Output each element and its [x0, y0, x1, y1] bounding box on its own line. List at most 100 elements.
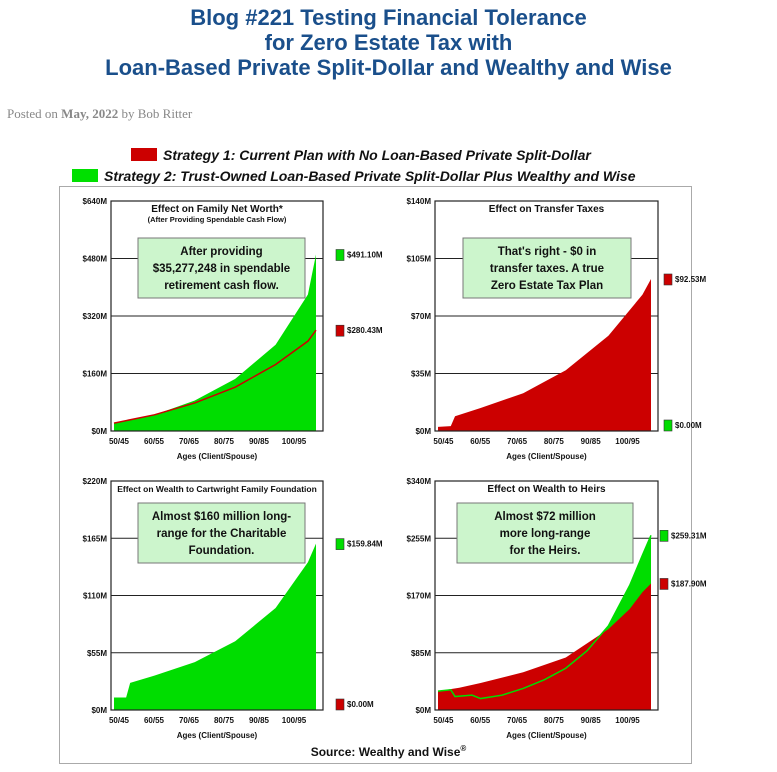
x-tick-label: 50/45 [109, 437, 130, 446]
y-tick-label: $320M [83, 312, 108, 321]
x-tick-label: 50/45 [109, 716, 130, 725]
chart-panel: $0M $55M $110M $165M $220M 50/45 60/55 70/65 80/… [83, 477, 383, 740]
x-tick-label: 100/95 [615, 437, 640, 446]
chart-panel: $0M $160M $320M $480M $640M 50/45 60/55 70/65 80… [83, 197, 383, 461]
y-tick-label: $255M [407, 534, 432, 543]
title-line: for Zero Estate Tax with [264, 30, 513, 55]
chart-panel: $0M $35M $70M $105M $140M 50/45 60/55 70/65 80/7… [407, 197, 707, 461]
figure-frame [59, 186, 692, 764]
end-label-value: $259.31M [671, 531, 707, 540]
x-tick-label: 100/95 [615, 716, 640, 725]
y-tick-label: $340M [407, 477, 432, 486]
series-area [114, 254, 316, 431]
chart-title: Effect on Family Net Worth* [151, 204, 283, 215]
x-axis-label: Ages (Client/Spouse) [177, 731, 258, 740]
legend-label: Strategy 1: Current Plan with No Loan-Ba… [163, 147, 591, 163]
end-label-value: $92.53M [675, 275, 706, 284]
callout-text: Almost $72 million [494, 511, 596, 523]
title-line: Blog #221 Testing Financial Tolerance [190, 5, 587, 30]
end-label-swatch [335, 538, 345, 550]
x-tick-label: 90/85 [581, 716, 602, 725]
post-date[interactable]: May, 2022 [61, 106, 119, 121]
page-title: Blog #221 Testing Financial Tolerance fo… [0, 5, 777, 80]
series-line [437, 535, 652, 700]
legend-item-strategy-2: Strategy 2: Trust-Owned Loan-Based Priva… [72, 168, 635, 184]
legend-label: Strategy 2: Trust-Owned Loan-Based Priva… [104, 168, 636, 184]
plot-frame [434, 480, 659, 711]
end-label-swatch [659, 578, 669, 590]
x-tick-label: 50/45 [433, 437, 454, 446]
end-label-value: $187.90M [671, 579, 707, 588]
x-tick-label: 70/65 [179, 716, 200, 725]
legend-item-strategy-1: Strategy 1: Current Plan with No Loan-Ba… [131, 147, 591, 163]
y-tick-label: $165M [83, 534, 108, 543]
y-tick-label: $0M [415, 706, 431, 715]
x-tick-label: 70/65 [179, 437, 200, 446]
y-tick-label: $140M [407, 197, 432, 206]
x-tick-label: 70/65 [507, 716, 528, 725]
y-tick-label: $160M [83, 370, 108, 379]
x-tick-label: 80/75 [214, 437, 235, 446]
x-axis-label: Ages (Client/Spouse) [506, 452, 587, 461]
x-axis-label: Ages (Client/Spouse) [506, 731, 587, 740]
byline: Posted on May, 2022 by Bob Ritter [7, 106, 192, 122]
y-tick-label: $55M [87, 649, 107, 658]
x-tick-label: 80/75 [544, 437, 565, 446]
end-label-value: $0.00M [675, 421, 702, 430]
y-tick-label: $640M [83, 197, 108, 206]
y-tick-label: $0M [91, 706, 107, 715]
end-label-swatch [335, 698, 345, 711]
callout-text: After providing [180, 246, 262, 258]
callout-text: for the Heirs. [510, 545, 581, 557]
end-label-value: $491.10M [347, 251, 383, 260]
callout-text: Almost $160 million long- [152, 511, 291, 523]
end-label-value: $0.00M [347, 700, 374, 709]
end-label-value: $280.43M [347, 326, 383, 335]
y-tick-label: $70M [411, 312, 431, 321]
by-label: by [121, 106, 135, 121]
callout-text: range for the Charitable [157, 528, 287, 540]
end-label-swatch [335, 249, 345, 261]
callout-box [137, 237, 306, 299]
posted-on-label: Posted on [7, 106, 58, 121]
y-tick-label: $35M [411, 370, 431, 379]
y-tick-label: $85M [411, 649, 431, 658]
plot-frame [110, 200, 324, 432]
x-tick-label: 60/55 [144, 716, 165, 725]
x-tick-label: 70/65 [507, 437, 528, 446]
chart-title: Effect on Wealth to Cartwright Family Fo… [117, 484, 317, 494]
y-tick-label: $0M [91, 427, 107, 436]
y-tick-label: $0M [415, 427, 431, 436]
source-text: Source: Wealthy and Wise [310, 745, 461, 759]
x-tick-label: 100/95 [282, 716, 307, 725]
callout-text: transfer taxes. A true [490, 263, 604, 275]
x-tick-label: 60/55 [470, 437, 491, 446]
callout-text: Foundation. [189, 545, 255, 557]
series-line [113, 329, 317, 424]
registered-mark: ® [460, 744, 467, 753]
x-axis-label: Ages (Client/Spouse) [177, 452, 258, 461]
source-note: Source: Wealthy and Wise® [0, 744, 777, 759]
y-tick-label: $220M [83, 477, 108, 486]
x-tick-label: 90/85 [249, 716, 270, 725]
x-tick-label: 100/95 [282, 437, 307, 446]
end-label-swatch [659, 530, 669, 542]
callout-box [137, 502, 306, 564]
end-label-value: $159.84M [347, 540, 383, 549]
y-tick-label: $480M [83, 255, 108, 264]
callout-text: more long-range [500, 528, 591, 540]
callout-box [456, 502, 634, 564]
y-tick-label: $170M [407, 592, 432, 601]
author-link[interactable]: Bob Ritter [137, 106, 193, 121]
callout-box [462, 237, 632, 299]
chart-title: Effect on Transfer Taxes [489, 204, 605, 215]
series-area [438, 583, 651, 710]
end-label-swatch [335, 324, 345, 337]
y-tick-label: $105M [407, 255, 432, 264]
callout-text: retirement cash flow. [164, 280, 279, 292]
x-tick-label: 90/85 [581, 437, 602, 446]
plot-frame [110, 480, 324, 711]
callout-text: Zero Estate Tax Plan [491, 280, 603, 292]
chart-subtitle: (After Providing Spendable Cash Flow) [148, 215, 287, 224]
end-label-swatch [663, 273, 673, 286]
